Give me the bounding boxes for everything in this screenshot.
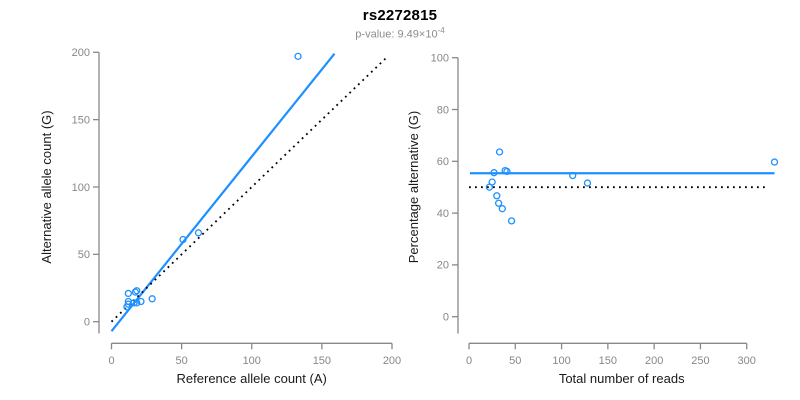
data-point xyxy=(148,295,156,303)
figure-title: rs2272815 xyxy=(362,7,438,24)
data-point xyxy=(124,289,132,298)
x-tick-label: 50 xyxy=(176,355,188,367)
data-point xyxy=(137,297,145,306)
data-point xyxy=(494,199,503,207)
plot2-x-axis-title: Total number of reads xyxy=(559,371,685,386)
data-point xyxy=(123,303,131,311)
y-tick-label: 60 xyxy=(437,156,449,168)
x-tick-label: 0 xyxy=(466,355,472,367)
data-point xyxy=(490,169,498,177)
data-point xyxy=(485,183,494,191)
p-value-exponent: -4 xyxy=(437,26,445,35)
y-tick-label: 100 xyxy=(431,53,449,65)
p-value-subtitle: p-value: 9.49×10-4 xyxy=(0,26,800,41)
data-point xyxy=(498,205,506,213)
data-point xyxy=(495,148,504,156)
x-tick-label: 250 xyxy=(691,355,709,367)
percentage-plot-marks xyxy=(469,148,779,225)
data-point xyxy=(503,167,511,176)
data-point xyxy=(569,171,577,180)
data-point xyxy=(179,235,187,244)
y-tick-label: 80 xyxy=(437,104,449,116)
plot1-y-axis-title: Alternative allele count (G) xyxy=(39,110,54,263)
data-point xyxy=(133,299,141,307)
regression-fit-line xyxy=(110,52,336,332)
x-tick-label: 50 xyxy=(509,355,521,367)
y-tick-label: 50 xyxy=(78,249,90,261)
y-tick-label: 150 xyxy=(72,114,90,126)
x-tick-label: 200 xyxy=(645,355,663,367)
data-point xyxy=(133,287,141,295)
plot1-x-axis-title: Reference allele count (A) xyxy=(177,371,327,386)
allele-count-plot-marks xyxy=(110,52,389,332)
x-tick-label: 100 xyxy=(243,355,261,367)
y-tick-label: 20 xyxy=(437,260,449,272)
y-tick-label: 0 xyxy=(443,312,449,324)
x-tick-label: 200 xyxy=(383,355,401,367)
identity-reference-line xyxy=(110,55,389,323)
x-tick-label: 150 xyxy=(313,355,331,367)
data-point xyxy=(770,158,779,166)
x-tick-label: 150 xyxy=(599,355,617,367)
y-tick-label: 200 xyxy=(72,47,90,59)
data-point xyxy=(194,229,203,237)
plot2-y-axis-title: Percentage alternative (G) xyxy=(406,111,421,263)
x-tick-label: 0 xyxy=(108,355,114,367)
data-point xyxy=(583,179,592,187)
data-point xyxy=(130,299,138,307)
x-tick-label: 100 xyxy=(552,355,570,367)
p-value-text: p-value: 9.49×10 xyxy=(355,28,438,41)
y-tick-label: 100 xyxy=(72,182,90,194)
percentage-plot-axes: 0 20 40 60 80 100 0 50 100 150 200 250 300 xyxy=(431,53,756,368)
y-tick-label: 40 xyxy=(437,208,449,220)
data-point xyxy=(507,217,516,225)
data-point xyxy=(131,288,139,296)
x-tick-label: 300 xyxy=(738,355,756,367)
y-tick-label: 0 xyxy=(84,317,90,329)
allele-count-plot-axes: 0 50 100 150 200 0 50 100 150 200 xyxy=(72,47,402,367)
data-point xyxy=(493,192,501,200)
data-point xyxy=(294,52,302,60)
